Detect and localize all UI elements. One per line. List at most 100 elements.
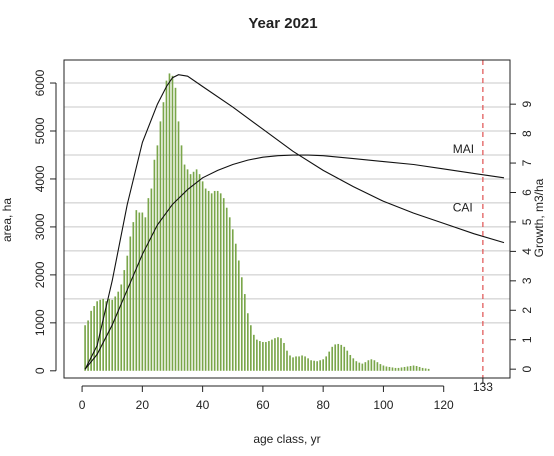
series-label-mai: MAI bbox=[453, 142, 474, 156]
x-tick-label: 0 bbox=[79, 398, 86, 412]
area-bar bbox=[96, 301, 98, 371]
y-tick-label: 6000 bbox=[33, 69, 47, 96]
area-bar bbox=[174, 87, 177, 371]
x-tick-label: 60 bbox=[256, 398, 270, 412]
area-bar bbox=[382, 365, 385, 371]
area-bar bbox=[280, 338, 282, 371]
area-bar bbox=[364, 362, 367, 371]
area-bar bbox=[162, 102, 165, 371]
area-bar bbox=[256, 339, 258, 371]
area-bar bbox=[367, 360, 370, 371]
area-bar bbox=[271, 339, 273, 371]
area-bar bbox=[243, 294, 246, 371]
area-bar bbox=[177, 121, 180, 371]
area-bar bbox=[250, 325, 252, 371]
area-bar bbox=[198, 174, 201, 371]
y2-tick-label: 9 bbox=[520, 101, 534, 108]
area-bar bbox=[159, 121, 162, 371]
x-tick-label: 20 bbox=[136, 398, 150, 412]
area-bar bbox=[277, 337, 279, 371]
area-bar bbox=[156, 145, 159, 371]
area-bar bbox=[298, 356, 300, 371]
area-bar bbox=[427, 368, 430, 371]
area-bar bbox=[385, 366, 388, 371]
area-bar bbox=[126, 255, 129, 371]
area-bar bbox=[216, 190, 219, 371]
area-bar bbox=[376, 362, 379, 371]
area-bar bbox=[240, 277, 243, 371]
area-bars bbox=[84, 73, 430, 371]
area-bar bbox=[358, 362, 361, 371]
area-bar bbox=[111, 299, 114, 371]
area-bar bbox=[265, 342, 267, 371]
area-bar bbox=[412, 365, 415, 371]
y2-tick-label: 8 bbox=[520, 130, 534, 137]
area-bar bbox=[180, 145, 183, 371]
area-bar bbox=[415, 366, 418, 371]
area-bar bbox=[283, 342, 285, 371]
area-bar bbox=[132, 222, 135, 371]
area-bar bbox=[144, 217, 147, 371]
area-bar bbox=[343, 346, 346, 371]
y-axis-left: 0 1000 2000 3000 4000 5000 6000 bbox=[33, 69, 57, 374]
area-bar bbox=[292, 357, 294, 371]
area-bar bbox=[253, 334, 255, 371]
area-bar bbox=[301, 355, 303, 371]
area-bar bbox=[388, 366, 391, 371]
area-bar bbox=[123, 270, 126, 371]
area-bar bbox=[150, 188, 153, 371]
y-tick-label: 0 bbox=[33, 367, 47, 374]
area-bar bbox=[346, 350, 349, 371]
area-bar bbox=[340, 344, 343, 371]
area-bar bbox=[171, 75, 174, 371]
y-tick-label: 1000 bbox=[33, 309, 47, 336]
x-tick-label: 100 bbox=[373, 398, 393, 412]
area-bar bbox=[189, 174, 192, 371]
y-tick-label: 3000 bbox=[33, 213, 47, 240]
y2-tick-label: 1 bbox=[520, 336, 534, 343]
area-bar bbox=[204, 188, 207, 371]
x-tick-label: 120 bbox=[434, 398, 454, 412]
area-bar bbox=[403, 366, 406, 371]
series-label-cai: CAI bbox=[453, 201, 473, 215]
area-bar bbox=[108, 298, 111, 371]
area-bar bbox=[325, 356, 328, 371]
y2-axis-label: Growth, m3/ha bbox=[532, 178, 546, 257]
area-bar bbox=[213, 190, 216, 371]
area-bar bbox=[379, 364, 382, 371]
y-tick-label: 2000 bbox=[33, 261, 47, 288]
area-bar bbox=[328, 351, 331, 371]
area-bar bbox=[286, 350, 288, 371]
area-bar bbox=[322, 359, 324, 371]
growth-curves: MAI CAI bbox=[84, 74, 505, 370]
area-bar bbox=[228, 217, 231, 371]
area-bar bbox=[400, 367, 403, 371]
area-bar bbox=[135, 210, 138, 371]
area-bar bbox=[334, 344, 337, 371]
area-bar bbox=[310, 360, 312, 371]
growth-curve-mai bbox=[84, 74, 505, 370]
area-bar bbox=[349, 354, 352, 371]
area-bar bbox=[90, 310, 92, 371]
y-tick-label: 5000 bbox=[33, 117, 47, 144]
y-axis-right: 0 1 2 3 4 5 6 7 8 9 bbox=[509, 101, 534, 373]
area-bar bbox=[421, 367, 424, 371]
area-bar bbox=[397, 367, 400, 371]
area-bar bbox=[268, 341, 270, 371]
area-bar bbox=[222, 198, 225, 371]
area-bar bbox=[99, 299, 101, 371]
area-bar bbox=[274, 338, 276, 371]
area-bar bbox=[183, 164, 186, 371]
area-bar bbox=[337, 343, 340, 371]
ref-line-label: 133 bbox=[473, 380, 493, 394]
area-bar bbox=[102, 298, 105, 371]
area-bar bbox=[168, 73, 171, 371]
area-bar bbox=[114, 296, 117, 371]
area-bar bbox=[313, 360, 315, 371]
y2-tick-label: 2 bbox=[520, 307, 534, 314]
area-bar bbox=[201, 181, 204, 371]
area-bar bbox=[165, 80, 168, 371]
area-bar bbox=[93, 306, 95, 371]
area-bar bbox=[207, 190, 210, 371]
area-bar bbox=[394, 367, 397, 371]
